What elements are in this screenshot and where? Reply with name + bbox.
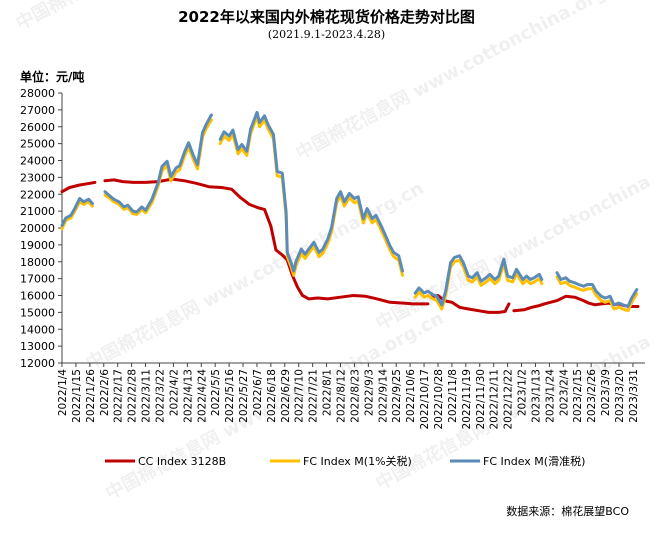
unit-label: 单位：元/吨 — [20, 70, 85, 84]
legend-label: FC Index M(1%关税) — [303, 454, 412, 468]
y-tick-label: 25000 — [20, 138, 55, 151]
legend-label: CC Index 3128B — [138, 455, 226, 468]
x-tick-label: 2022/5/27 — [238, 369, 250, 423]
series-line — [218, 110, 404, 273]
series-line — [103, 177, 430, 306]
y-tick-label: 24000 — [20, 155, 55, 168]
legend-label: FC Index M(滑准税) — [483, 454, 585, 468]
x-tick-label: 2022/9/14 — [377, 369, 389, 423]
y-tick-label: 12000 — [20, 357, 55, 370]
series-line — [103, 118, 213, 216]
y-tick-label: 15000 — [20, 306, 55, 319]
y-tick-label: 26000 — [20, 121, 55, 134]
x-tick-label: 2022/2/6 — [99, 369, 111, 416]
x-tick-label: 2022/1/4 — [57, 369, 69, 416]
x-tick-label: 2022/11/19 — [461, 369, 473, 430]
y-tick-label: 28000 — [20, 87, 55, 100]
series-line — [413, 254, 544, 307]
x-tick-label: 2022/7/10 — [294, 369, 306, 423]
y-tick-label: 21000 — [20, 205, 55, 218]
x-tick-label: 2023/1/24 — [544, 369, 556, 423]
x-tick-label: 2022/9/3 — [363, 369, 375, 416]
series-2 — [60, 115, 639, 313]
y-tick-label: 27000 — [20, 104, 55, 117]
x-tick-label: 2022/4/2 — [168, 369, 180, 416]
x-tick-label: 2023/3/9 — [600, 369, 612, 416]
series-line — [103, 113, 213, 214]
x-tick-label: 2022/1/26 — [85, 369, 97, 423]
x-tick-label: 2022/2/28 — [127, 369, 139, 423]
x-tick-label: 2022/5/5 — [210, 369, 222, 416]
x-tick-label: 2023/1/2 — [517, 369, 529, 416]
x-tick-label: 2022/6/29 — [280, 369, 292, 423]
y-tick-label: 19000 — [20, 239, 55, 252]
chart-title: 2022年以来国内外棉花现货价格走势对比图 — [178, 8, 475, 26]
x-tick-label: 2022/11/30 — [475, 369, 487, 430]
x-tick-label: 2022/10/28 — [433, 369, 445, 430]
x-tick-label: 2022/4/24 — [196, 369, 208, 423]
x-tick-label: 2022/8/23 — [349, 369, 361, 423]
series-3 — [60, 110, 639, 308]
y-tick-label: 14000 — [20, 323, 55, 336]
series-line — [60, 180, 97, 194]
series-line — [555, 271, 639, 308]
x-tick-label: 2022/6/7 — [252, 369, 264, 416]
x-tick-label: 2022/6/18 — [266, 369, 278, 423]
x-tick-label: 2022/3/22 — [154, 369, 166, 423]
x-tick-label: 2022/8/1 — [322, 369, 334, 416]
x-tick-label: 2022/2/17 — [113, 369, 125, 423]
x-tick-label: 2022/5/16 — [224, 369, 236, 423]
series-line — [413, 258, 544, 311]
x-tick-label: 2022/8/12 — [336, 369, 348, 423]
x-tick-label: 2023/2/26 — [586, 369, 598, 423]
x-tick-label: 2022/1/15 — [71, 369, 83, 423]
x-tick-label: 2023/2/4 — [558, 369, 570, 416]
series-line — [555, 275, 639, 313]
x-tick-label: 2022/4/13 — [182, 369, 194, 423]
y-tick-label: 17000 — [20, 273, 55, 286]
x-tick-label: 2023/3/20 — [614, 369, 626, 423]
y-tick-label: 23000 — [20, 171, 55, 184]
y-tick-label: 18000 — [20, 256, 55, 269]
x-tick-label: 2022/9/25 — [391, 369, 403, 423]
y-tick-label: 13000 — [20, 340, 55, 353]
x-tick-label: 2022/7/21 — [308, 369, 320, 423]
x-tick-label: 2022/3/11 — [141, 369, 153, 423]
x-tick-label: 2022/12/22 — [503, 369, 515, 430]
x-tick-label: 2023/3/31 — [628, 369, 640, 423]
x-tick-label: 2022/10/6 — [405, 369, 417, 423]
y-tick-label: 22000 — [20, 188, 55, 201]
y-tick-label: 20000 — [20, 222, 55, 235]
x-tick-label: 2023/2/15 — [572, 369, 584, 423]
chart-subtitle: (2021.9.1-2023.4.28) — [267, 28, 386, 41]
source-note: 数据来源：棉花展望BCO — [506, 505, 629, 518]
x-tick-label: 2022/10/17 — [419, 369, 431, 430]
y-tick-label: 16000 — [20, 290, 55, 303]
x-tick-label: 2022/12/11 — [489, 369, 501, 430]
x-tick-label: 2022/11/8 — [447, 369, 459, 423]
x-tick-label: 2023/1/13 — [530, 369, 542, 423]
series-line — [60, 197, 94, 227]
